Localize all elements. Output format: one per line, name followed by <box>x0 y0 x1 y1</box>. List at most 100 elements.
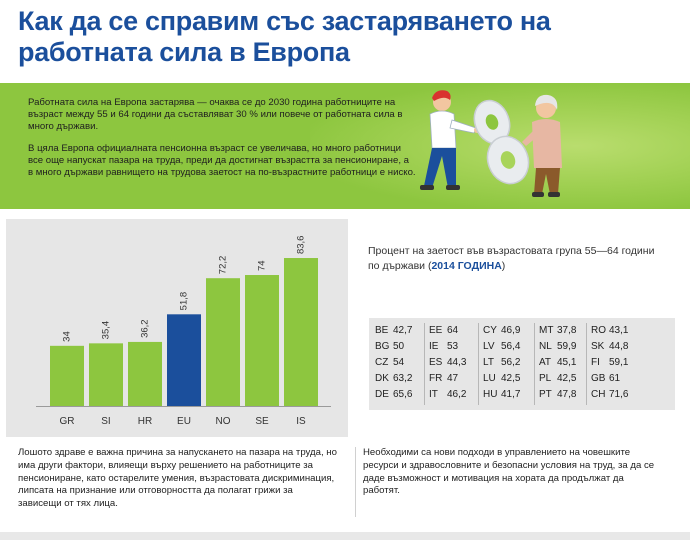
category-label-si: SI <box>101 416 110 427</box>
table-column: RO 43,1 SK 44,8 FI 59,1 GB 61 CH 71,6 <box>591 323 628 403</box>
stats-title-end: ) <box>501 260 506 272</box>
workers-pushing-number-icon <box>420 90 562 197</box>
country-row-fi: FI 59,1 <box>591 355 628 371</box>
country-code: IE <box>429 341 439 352</box>
country-code: LT <box>483 357 494 368</box>
table-column-divider <box>586 323 587 405</box>
intro-text: Работната сила на Европа застарява — оча… <box>28 97 416 179</box>
country-value: 59,1 <box>609 357 629 368</box>
country-code: BG <box>375 341 390 352</box>
country-value: 54 <box>393 357 405 368</box>
country-code: ES <box>429 357 443 368</box>
country-code: PT <box>539 389 552 400</box>
country-value: 59,9 <box>557 341 577 352</box>
country-row-mt: MT 37,8 <box>539 323 576 339</box>
country-code: CH <box>591 389 606 400</box>
country-value: 42,5 <box>501 373 521 384</box>
table-column-divider <box>424 323 425 405</box>
bar-value-label-hr: 36,2 <box>140 319 151 338</box>
employment-bar-chart: 34 GR 35,4 SI 36,2 HR 51,8 EU 72,2 NO 74 SE 83,6 IS <box>36 236 331 427</box>
bar-eu <box>167 314 201 406</box>
country-code: FI <box>591 357 600 368</box>
country-value: 42,7 <box>393 325 413 336</box>
bottom-divider <box>355 447 356 517</box>
country-code: NL <box>539 341 552 352</box>
older-worker-figure <box>522 94 562 197</box>
stats-title: Процент на заетост във възрастовата груп… <box>368 244 668 274</box>
country-value: 43,1 <box>609 325 629 336</box>
bar-value-label-is: 83,6 <box>296 236 307 255</box>
country-row-dk: DK 63,2 <box>375 371 412 387</box>
country-code: MT <box>539 325 554 336</box>
country-row-nl: NL 59,9 <box>539 339 576 355</box>
country-row-be: BE 42,7 <box>375 323 412 339</box>
country-code: GB <box>591 373 606 384</box>
country-value: 71,6 <box>609 389 629 400</box>
country-code: RO <box>591 325 606 336</box>
intro-paragraph-1: Работната сила на Европа застарява — оча… <box>28 97 403 133</box>
category-label-se: SE <box>255 416 269 427</box>
country-code: DK <box>375 373 389 384</box>
country-row-ee: EE 64 <box>429 323 466 339</box>
country-code: AT <box>539 357 552 368</box>
country-code: BE <box>375 325 389 336</box>
country-row-es: ES 44,3 <box>429 355 466 371</box>
country-value: 44,8 <box>609 341 629 352</box>
country-row-fr: FR 47 <box>429 371 466 387</box>
table-column: EE 64 IE 53 ES 44,3 FR 47 IT 46,2 <box>429 323 466 403</box>
country-value: 47,8 <box>557 389 577 400</box>
page-title: Как да се справим със застаряването на р… <box>18 6 551 67</box>
bar-value-label-gr: 34 <box>62 331 73 342</box>
big-number-shape <box>473 99 530 185</box>
country-value: 53 <box>447 341 459 352</box>
stats-title-text: Процент на заетост във възрастовата груп… <box>368 245 655 272</box>
country-row-cy: CY 46,9 <box>483 323 520 339</box>
country-row-sk: SK 44,8 <box>591 339 628 355</box>
stats-title-year: 2014 ГОДИНА <box>431 260 502 272</box>
country-code: CY <box>483 325 497 336</box>
category-label-no: NO <box>216 416 231 427</box>
country-value: 37,8 <box>557 325 577 336</box>
category-label-eu: EU <box>177 416 191 427</box>
country-value: 42,5 <box>557 373 577 384</box>
bar-value-label-eu: 51,8 <box>179 292 190 311</box>
intro-band: Работната сила на Европа застарява — оча… <box>0 83 690 209</box>
country-row-it: IT 46,2 <box>429 387 466 403</box>
country-value: 56,2 <box>501 357 521 368</box>
country-code: LU <box>483 373 496 384</box>
country-code: CZ <box>375 357 389 368</box>
bar-si <box>89 343 123 406</box>
country-code: PL <box>539 373 552 384</box>
bottom-right-text: Необходими са нови подходи в управлениет… <box>363 447 655 497</box>
country-code: SK <box>591 341 605 352</box>
category-label-hr: HR <box>138 416 152 427</box>
country-value: 46,2 <box>447 389 467 400</box>
country-row-ro: RO 43,1 <box>591 323 628 339</box>
bar-hr <box>128 341 162 406</box>
bar-value-label-no: 72,2 <box>218 256 229 275</box>
country-employment-table: BE 42,7 BG 50 CZ 54 DK 63,2 DE 65,6 EE 64 IE 53 ES 44,3… <box>369 318 675 410</box>
bar-se <box>245 275 279 406</box>
category-label-gr: GR <box>60 416 75 427</box>
bar-gr <box>50 345 84 406</box>
young-worker-figure <box>420 90 480 190</box>
country-value: 61 <box>609 373 621 384</box>
country-code: IT <box>429 389 438 400</box>
table-column-divider <box>478 323 479 405</box>
bar-no <box>206 278 240 406</box>
bar-chart-panel: 34 GR 35,4 SI 36,2 HR 51,8 EU 72,2 NO 74 SE 83,6 IS <box>6 219 348 437</box>
country-row-ch: CH 71,6 <box>591 387 628 403</box>
country-code: HU <box>483 389 498 400</box>
country-row-bg: BG 50 <box>375 339 412 355</box>
table-column: BE 42,7 BG 50 CZ 54 DK 63,2 DE 65,6 <box>375 323 412 403</box>
country-value: 64 <box>447 325 459 336</box>
category-label-is: IS <box>296 416 306 427</box>
country-row-pl: PL 42,5 <box>539 371 576 387</box>
intro-paragraph-2: В цяла Европа официалната пенсионна възр… <box>28 142 416 179</box>
country-value: 45,1 <box>557 357 577 368</box>
country-row-at: AT 45,1 <box>539 355 576 371</box>
country-value: 46,9 <box>501 325 521 336</box>
country-row-ie: IE 53 <box>429 339 466 355</box>
country-row-cz: CZ 54 <box>375 355 412 371</box>
table-column: CY 46,9 LV 56,4 LT 56,2 LU 42,5 HU 41,7 <box>483 323 520 403</box>
